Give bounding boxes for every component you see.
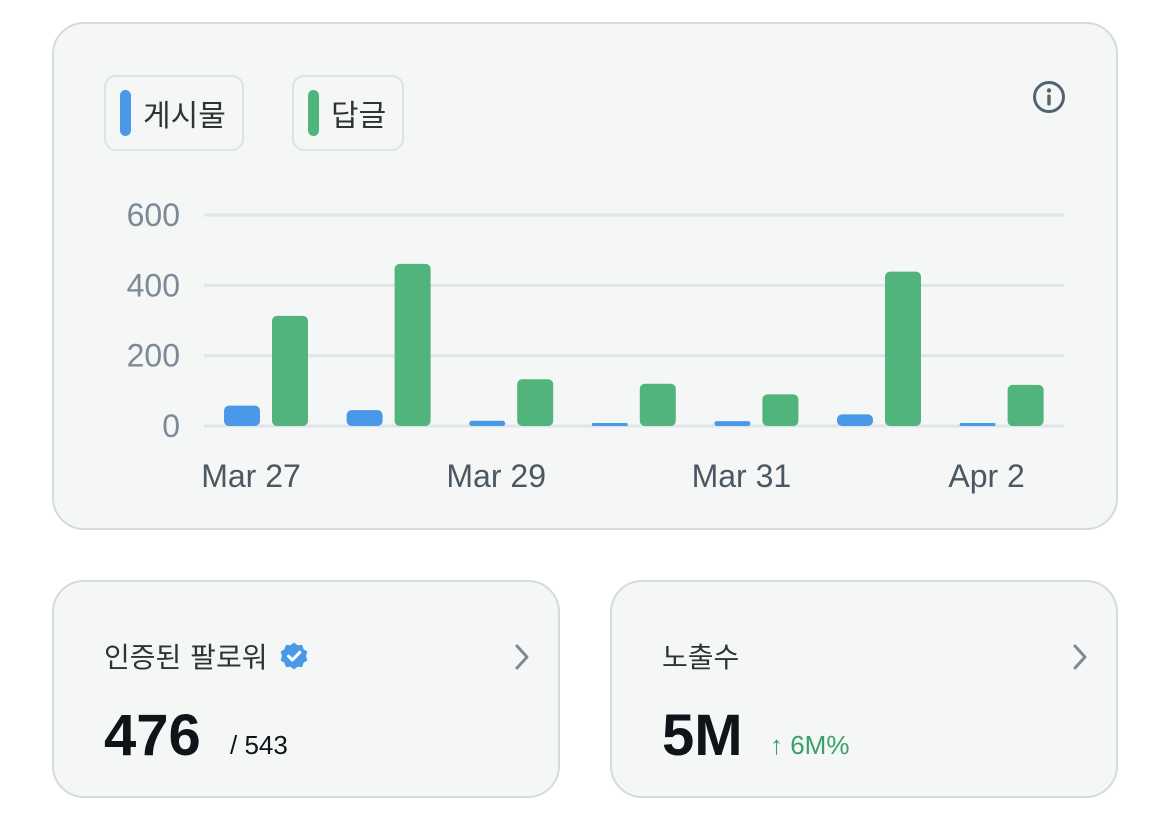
x-tick-label: Apr 2 — [948, 458, 1024, 494]
y-tick-label: 200 — [127, 338, 180, 374]
y-tick-label: 400 — [127, 267, 180, 303]
y-tick-label: 600 — [127, 197, 180, 233]
legend-replies-label: 답글 — [331, 99, 387, 134]
bar-posts[interactable] — [346, 410, 383, 426]
legend-posts[interactable]: 게시물 — [104, 75, 244, 151]
verified-followers-title: 인증된 팔로워 — [104, 641, 268, 674]
verified-followers-total: / 543 — [230, 730, 288, 760]
bar-replies[interactable] — [394, 263, 431, 426]
bar-replies[interactable] — [885, 271, 921, 426]
bar-posts[interactable] — [224, 405, 260, 426]
legend-posts-label: 게시물 — [143, 99, 226, 134]
x-tick-label: Mar 27 — [201, 458, 301, 494]
verified-followers-title-row: 인증된 팔로워 — [104, 636, 309, 676]
verified-badge-icon — [281, 642, 308, 670]
bar-posts[interactable] — [469, 420, 506, 426]
legend-replies-swatch — [308, 90, 319, 136]
bar-replies[interactable] — [517, 379, 554, 426]
impressions-change: ↑ 6M% — [770, 730, 850, 760]
bar-replies[interactable] — [762, 394, 799, 426]
bar-replies[interactable] — [639, 383, 676, 426]
verified-followers-value: 476 — [104, 703, 201, 768]
impressions-card[interactable]: 노출수 5M ↑ 6M% — [610, 580, 1118, 798]
activity-chart-card: 게시물 답글 0 200 400 600 Mar 27 Mar 29 Mar 31 Apr 2 — [52, 22, 1118, 530]
bar-posts[interactable] — [959, 423, 996, 426]
bar-posts[interactable] — [714, 421, 751, 426]
impressions-title-row: 노출수 — [662, 636, 739, 676]
bar-posts[interactable] — [837, 414, 873, 426]
legend-posts-swatch — [120, 90, 131, 136]
legend-replies[interactable]: 답글 — [292, 75, 404, 151]
x-tick-label: Mar 29 — [446, 458, 546, 494]
impressions-value: 5M — [662, 703, 743, 768]
impressions-title: 노출수 — [662, 641, 740, 674]
bar-replies[interactable] — [272, 315, 308, 426]
bar-posts[interactable] — [591, 423, 628, 426]
y-tick-label: 0 — [162, 408, 180, 444]
bar-replies[interactable] — [1007, 384, 1044, 426]
chevron-right-icon[interactable] — [508, 640, 536, 674]
chevron-right-icon[interactable] — [1066, 640, 1094, 674]
info-icon[interactable] — [1032, 80, 1066, 114]
x-tick-label: Mar 31 — [692, 458, 792, 494]
verified-followers-card[interactable]: 인증된 팔로워 476 / 543 — [52, 580, 560, 798]
bar-chart: 0 200 400 600 Mar 27 Mar 29 Mar 31 Apr 2 — [127, 197, 1064, 494]
